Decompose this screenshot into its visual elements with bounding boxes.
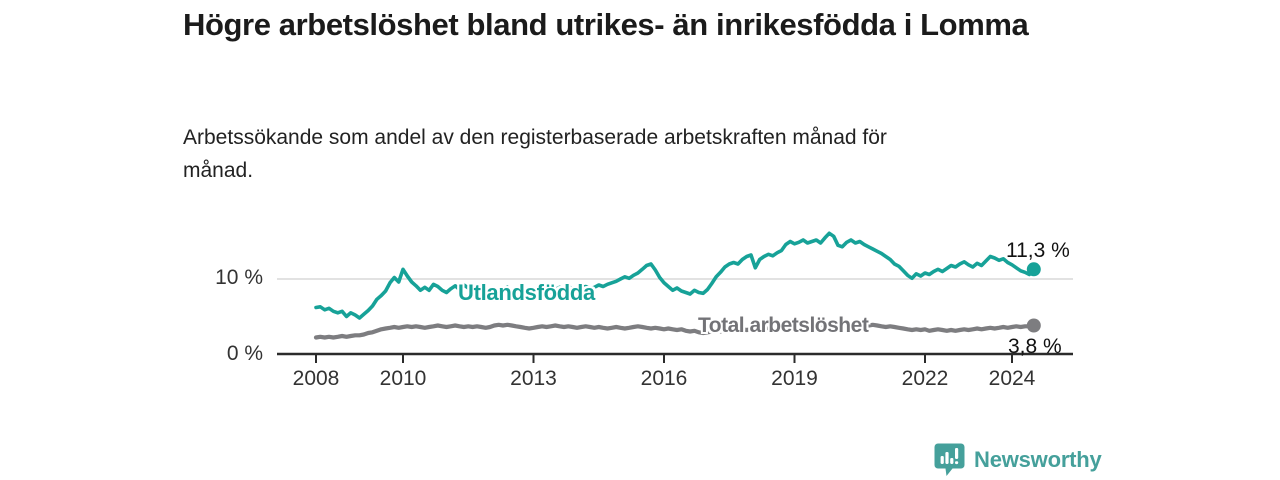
x-axis-tick-label: 2024	[988, 367, 1036, 390]
end-value-label-utlandsfodda: 11,3 %	[1006, 239, 1070, 262]
y-axis-tick-label-0: 0 %	[226, 342, 263, 365]
series-label-utlandsfodda: Utlandsfödda	[458, 280, 595, 305]
chart-subtitle: Arbetssökande som andel av den registerb…	[183, 126, 887, 182]
x-axis-tick-label: 2019	[771, 367, 818, 390]
x-axis-tick-label: 2022	[901, 367, 949, 390]
brand-name: Newsworthy	[974, 447, 1102, 472]
x-axis-tick-label: 2013	[510, 367, 557, 390]
y-axis-tick-label-10: 10 %	[215, 266, 263, 289]
series-label-total-arbetsloshet: Total arbetslöshet	[698, 314, 869, 337]
x-axis-tick-label: 2008	[292, 367, 340, 390]
newsworthy-logo: Newsworthy	[934, 443, 1102, 477]
end-value-label-total: 3,8 %	[1008, 335, 1062, 358]
bar-chart-speech-bubble-icon	[934, 443, 965, 476]
x-axis-tick-label: 2010	[379, 367, 427, 390]
chart-title: Högre arbetslöshet bland utrikes- än inr…	[183, 7, 1029, 42]
x-axis-tick-label: 2016	[640, 367, 688, 390]
